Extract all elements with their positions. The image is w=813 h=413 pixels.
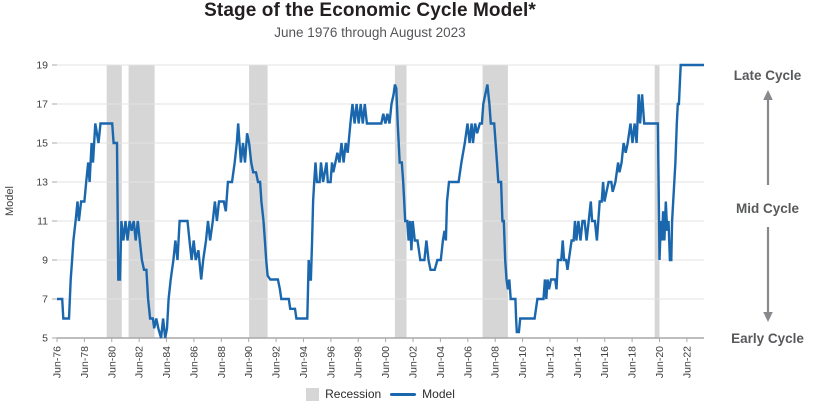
recession-band [106,65,122,338]
x-tick-label: Jun-82 [134,346,146,378]
model-line [57,63,704,339]
x-tick-label: Jun-02 [408,346,420,378]
y-tick-label: 7 [42,294,48,306]
chart-legend: Recession Model [57,387,704,401]
chart-subtitle: June 1976 through August 2023 [274,25,466,40]
recession-band [482,65,508,338]
x-tick-label: Jun-14 [572,346,584,378]
down-arrow-icon [762,227,773,322]
x-tick-label: Jun-12 [545,346,557,378]
x-tick-label: Jun-04 [435,346,447,378]
mid-cycle-label: Mid Cycle [735,201,800,216]
x-tick-label: Jun-84 [161,346,173,378]
x-tick-label: Jun-20 [654,346,666,378]
x-tick-label: Jun-00 [380,346,392,378]
x-tick-label: Jun-98 [353,346,365,378]
y-tick-label: 19 [36,60,48,72]
y-tick-label: 5 [42,333,48,345]
up-arrow-icon [762,90,773,185]
y-tick-label: 15 [36,138,48,150]
chart-header: Stage of the Economic Cycle Model* June … [0,0,740,40]
y-tick-label: 13 [36,177,48,189]
model-line-swatch-icon [390,392,417,396]
x-tick-label: Jun-08 [490,346,502,378]
x-tick-label: Jun-18 [627,346,639,378]
recession-swatch-icon [306,387,320,401]
legend-item-model: Model [390,387,455,401]
x-tick-label: Jun-10 [517,346,529,378]
chart-title: Stage of the Economic Cycle Model* [204,0,536,21]
x-tick-label: Jun-78 [79,346,91,378]
x-tick-label: Jun-22 [681,346,693,378]
y-tick-label: 17 [36,99,48,111]
y-tick-label: 11 [37,216,48,228]
recession-band [249,65,268,338]
recession-band [128,65,155,338]
x-tick-label: Jun-92 [271,346,283,378]
recession-band [654,65,660,338]
x-tick-label: Jun-86 [188,346,200,378]
x-tick-label: Jun-94 [298,346,310,378]
legend-recession-label: Recession [325,387,382,401]
x-tick-label: Jun-90 [243,346,255,378]
early-cycle-label: Early Cycle [731,331,804,346]
late-cycle-label: Late Cycle [733,68,802,83]
cycle-scale-panel: Late Cycle Mid Cycle Early Cycle [722,55,813,360]
x-tick-label: Jun-96 [325,346,337,378]
y-tick-label: 9 [42,255,48,267]
x-tick-label: Jun-88 [216,346,228,378]
x-tick-label: Jun-76 [52,346,64,378]
legend-item-recession: Recession [306,387,381,401]
legend-model-label: Model [422,387,455,401]
x-tick-label: Jun-80 [106,346,118,378]
x-tick-label: Jun-06 [462,346,474,378]
recession-band [394,65,407,338]
x-tick-label: Jun-16 [599,346,611,378]
